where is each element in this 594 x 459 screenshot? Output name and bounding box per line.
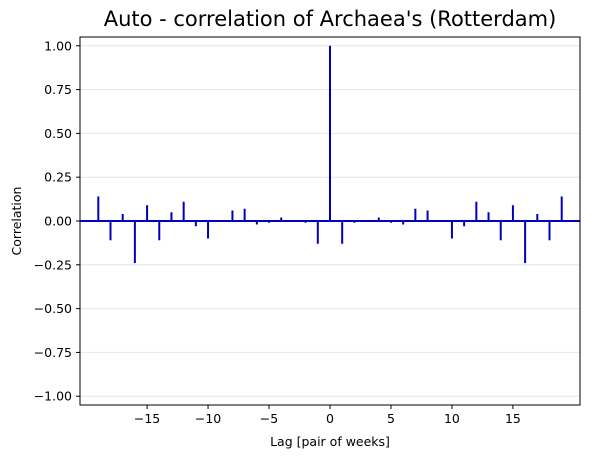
x-tick-label: 10 [444, 411, 460, 426]
y-tick-label: 0.00 [44, 214, 72, 229]
x-axis-ticks: −15 −10 −5 0 5 10 15 [134, 405, 521, 426]
y-tick-label: 0.50 [44, 126, 72, 141]
y-tick-label: 1.00 [44, 38, 72, 53]
y-tick-label: −0.25 [34, 257, 72, 272]
y-tick-label: −0.75 [34, 345, 72, 360]
x-tick-label: −5 [260, 411, 278, 426]
y-axis-label: Correlation [9, 187, 24, 256]
x-tick-label: 15 [505, 411, 521, 426]
y-tick-label: −1.00 [34, 389, 72, 404]
y-axis-ticks: 1.00 0.75 0.50 0.25 0.00 −0.25 −0.50 −0.75 −1.00 [34, 38, 80, 404]
x-tick-label: 0 [326, 411, 334, 426]
x-tick-label: −15 [134, 411, 160, 426]
correlation-bars [97, 45, 563, 264]
y-tick-label: 0.25 [44, 170, 72, 185]
y-tick-label: −0.50 [34, 301, 72, 316]
y-tick-label: 0.75 [44, 82, 72, 97]
chart-title: Auto - correlation of Archaea's (Rotterd… [104, 7, 557, 31]
x-axis-label: Lag [pair of weeks] [270, 434, 390, 449]
x-tick-label: 5 [387, 411, 395, 426]
x-tick-label: −10 [195, 411, 221, 426]
